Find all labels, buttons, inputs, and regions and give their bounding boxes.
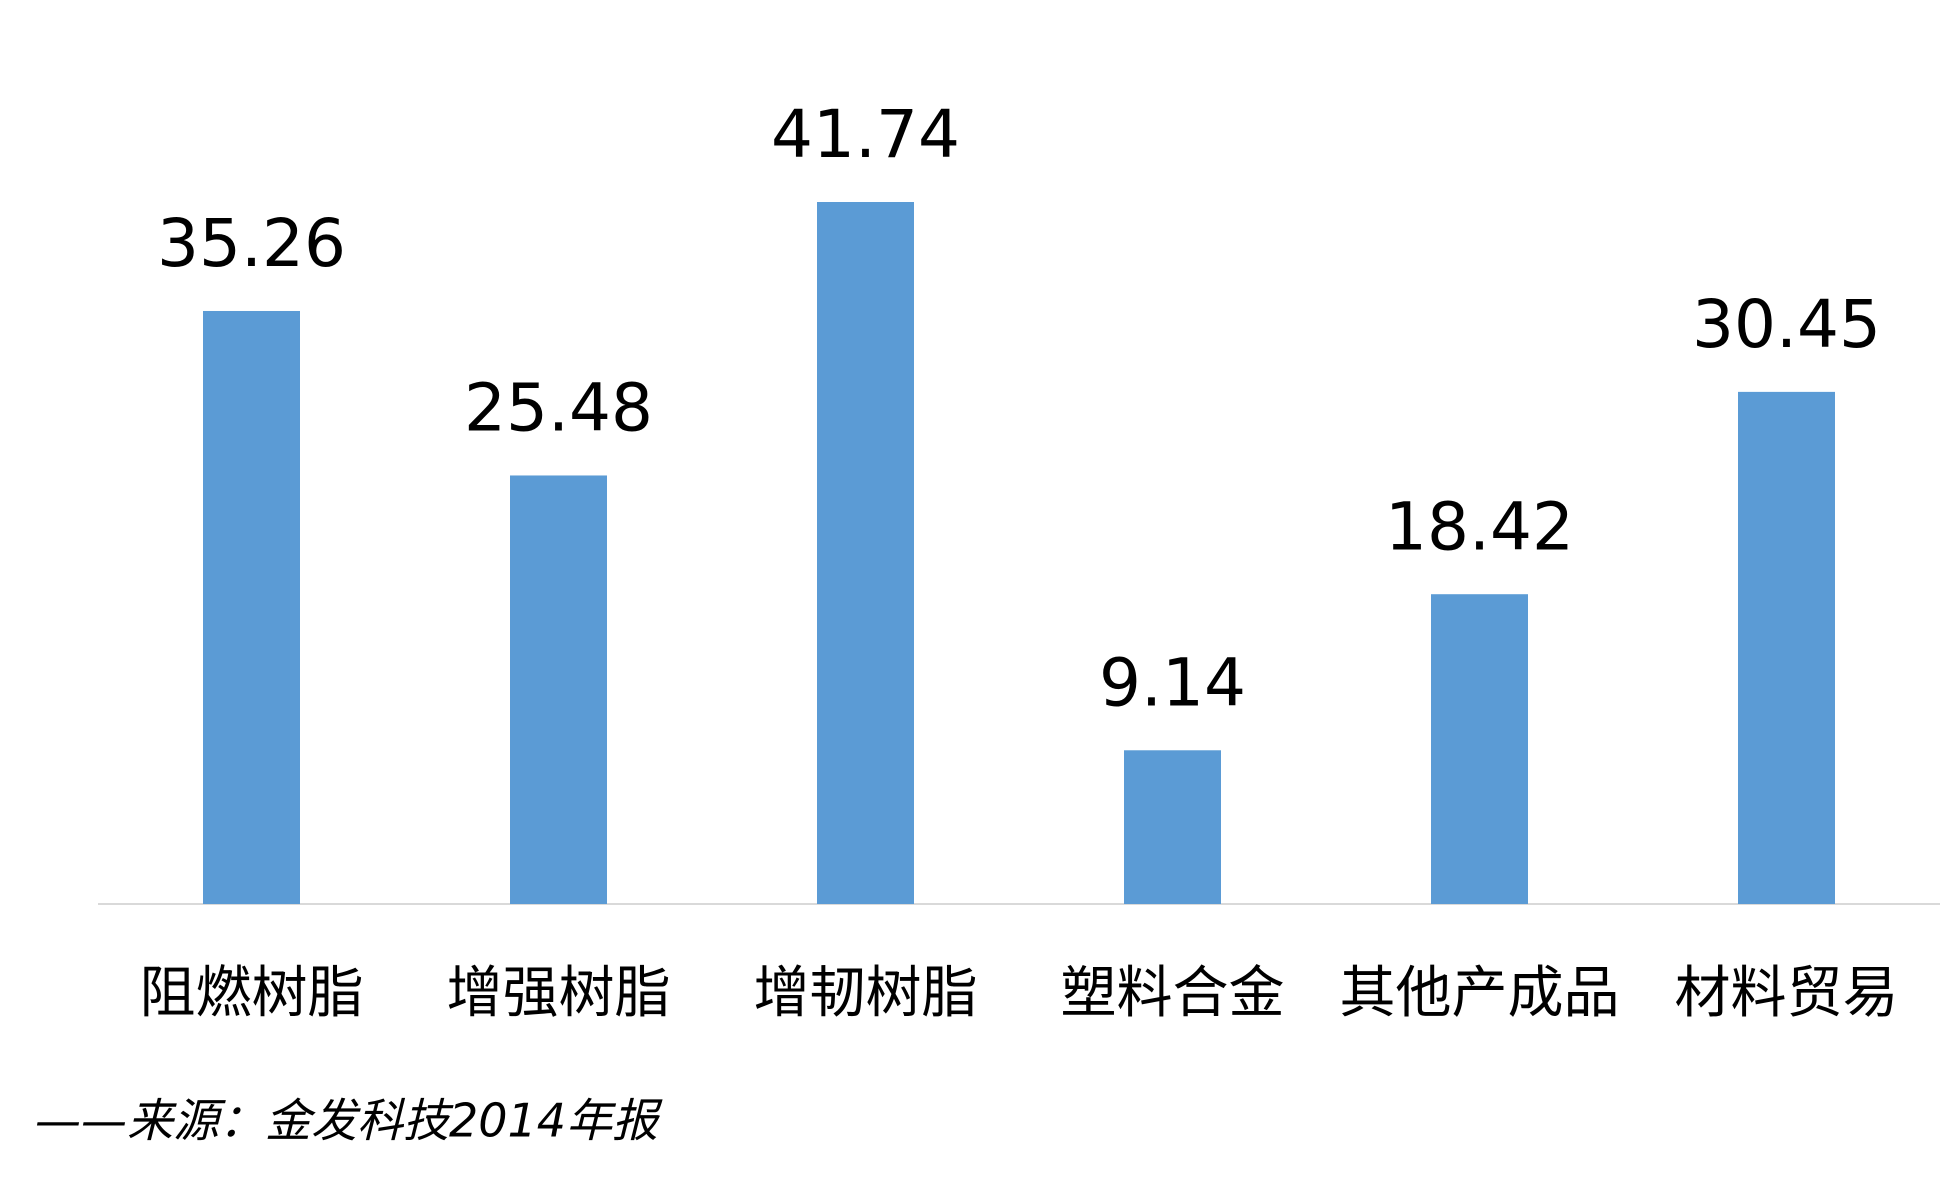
x-tick-label: 其他产成品 <box>1340 961 1620 1026</box>
bar <box>817 202 914 904</box>
bar <box>1431 594 1528 904</box>
value-label: 25.48 <box>464 370 653 447</box>
bar <box>203 310 300 904</box>
x-tick-label: 塑料合金 <box>1061 961 1285 1026</box>
value-label: 35.26 <box>157 205 346 282</box>
x-tick-label: 阻燃树脂 <box>140 961 364 1026</box>
value-label: 18.42 <box>1385 488 1574 565</box>
value-label: 9.14 <box>1099 644 1246 721</box>
source-note: ——来源：金发科技2014年报 <box>35 1094 663 1148</box>
value-label: 41.74 <box>771 96 960 173</box>
value-label: 30.45 <box>1692 286 1881 363</box>
x-tick-label: 增韧树脂 <box>754 961 978 1026</box>
bar <box>1738 391 1835 904</box>
x-tick-label: 增强树脂 <box>447 961 671 1026</box>
x-tick-label: 材料贸易 <box>1675 961 1899 1026</box>
bar <box>510 475 607 904</box>
bar <box>1124 750 1221 904</box>
